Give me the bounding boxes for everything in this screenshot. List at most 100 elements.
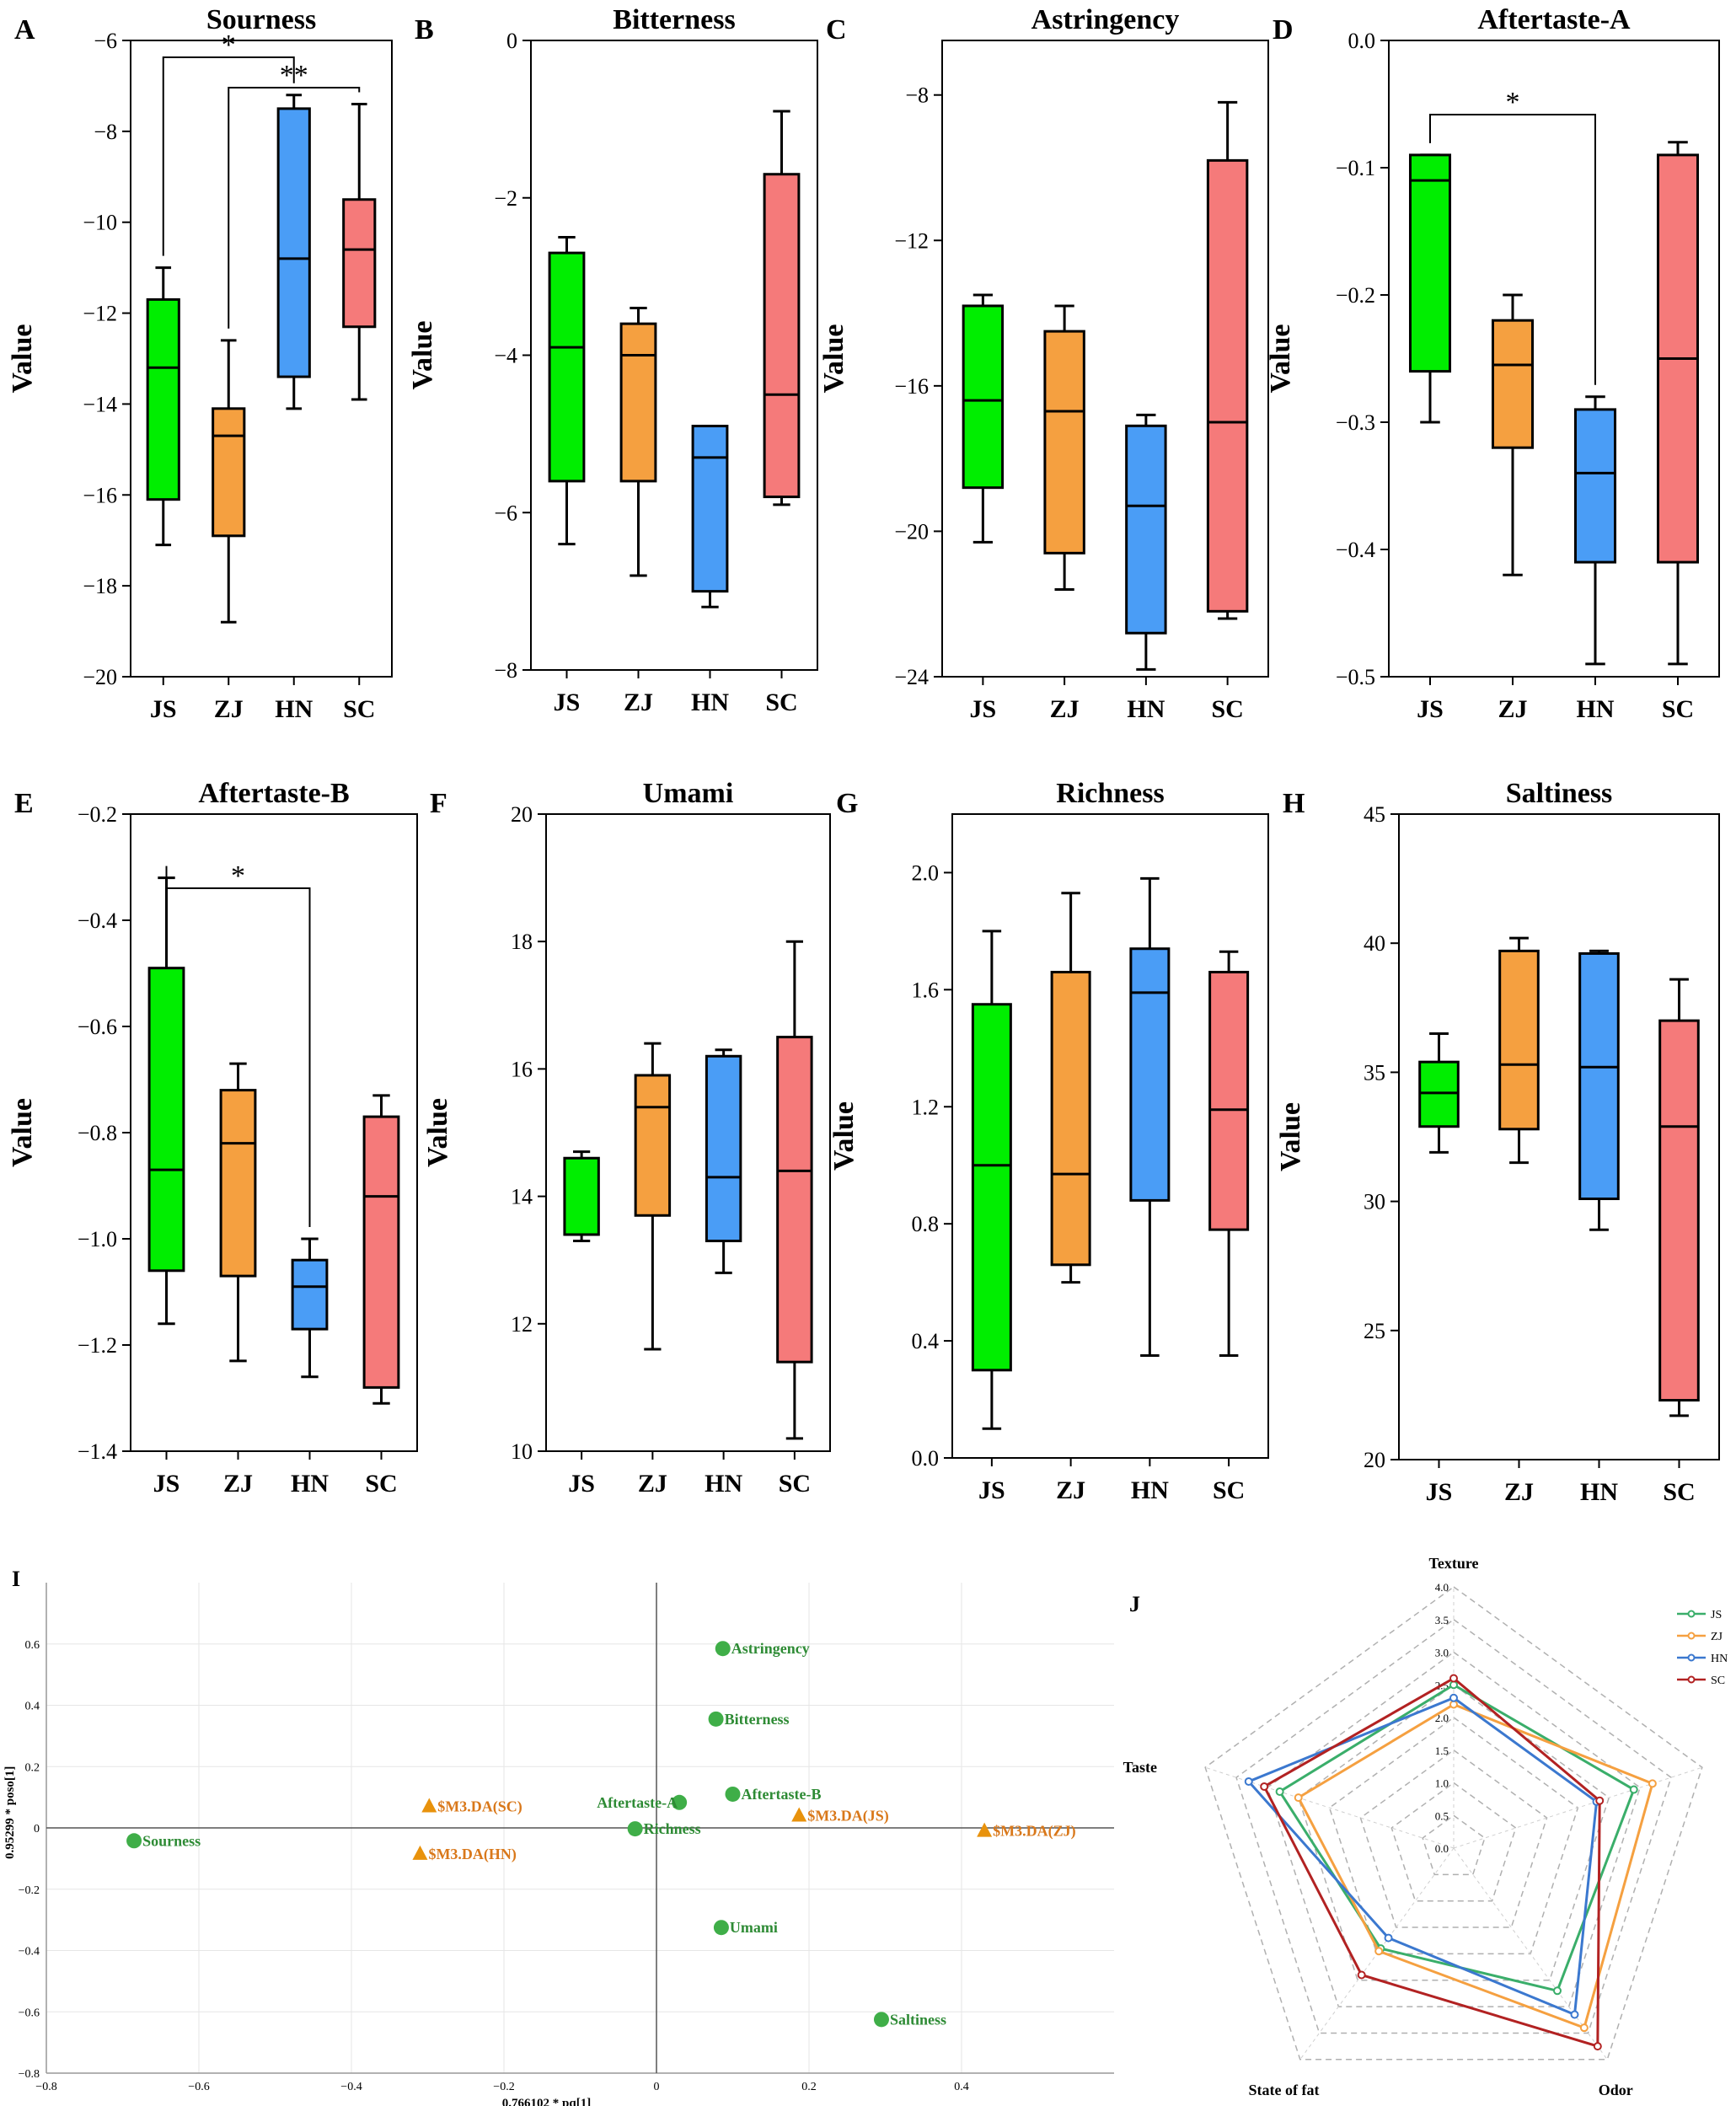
y-axis-label: Value <box>818 324 849 394</box>
scatter-point--m3-da-zj- <box>977 1822 993 1837</box>
box-iqr <box>763 173 801 499</box>
box-iqr <box>362 1115 400 1389</box>
box-HN <box>1129 876 1171 1357</box>
panel-letter: C <box>826 14 847 46</box>
significance-bracket: * <box>1429 87 1596 385</box>
radar-axis-label: State of fat <box>1249 2082 1320 2098</box>
box-iqr <box>147 967 185 1273</box>
box-iqr <box>691 425 729 593</box>
y-tick-label: 20 <box>511 802 533 827</box>
point-label: $M3.DA(ZJ) <box>993 1823 1075 1841</box>
panel-C-box-chart: C Astringency Value −8 −12 −16 −20 −24 JS ZJ HN SC <box>818 4 1269 723</box>
y-tick-label: −0.4 <box>78 908 117 933</box>
y-axis-label: Value <box>7 1098 38 1167</box>
x-tick-label: ZJ <box>638 1470 667 1498</box>
box-SC <box>763 110 801 506</box>
radar-point-hn <box>1384 1933 1393 1943</box>
panel-J-radar-chart: J0.00.51.01.52.02.53.03.54.0TextureColor… <box>1123 1555 1728 2098</box>
box-JS <box>147 876 185 1326</box>
radar-axis-label: Odor <box>1599 2082 1633 2098</box>
radar-point-zj <box>1294 1793 1303 1803</box>
point-label: $M3.DA(HN) <box>428 1846 516 1863</box>
point-label: Saltiness <box>890 2011 946 2028</box>
y-tick-label: −0.8 <box>78 1121 117 1145</box>
y-tick-label: −8 <box>494 658 517 683</box>
y-tick-label: −4 <box>494 344 517 368</box>
radar-point-sc <box>1593 2042 1602 2051</box>
y-tick-label: −0.1 <box>1336 156 1375 180</box>
panel-letter: G <box>836 788 858 819</box>
y-tick-label: 1.2 <box>912 1095 940 1119</box>
y-tick-label: −12 <box>894 228 929 253</box>
x-tick-label: ZJ <box>1056 1476 1085 1504</box>
chart-title: Aftertaste-A <box>1477 4 1631 35</box>
box-SC <box>342 103 377 401</box>
panel-G-box-chart: G Richness Value 0.0 0.4 0.8 1.2 1.6 2.0 JS ZJ HN SC <box>828 778 1269 1504</box>
y-axis-label: Value <box>422 1098 453 1167</box>
scatter-point-umami <box>713 1920 729 1936</box>
bracket-line <box>1429 114 1596 385</box>
x-tick-label: HN <box>275 695 313 723</box>
box-HN <box>1578 949 1620 1231</box>
legend-marker <box>1687 1675 1696 1684</box>
x-tick-label: 0.2 <box>801 2081 817 2093</box>
radar-tick-label: 1.0 <box>1435 1777 1449 1790</box>
box-iqr <box>971 1003 1012 1372</box>
x-tick-label: −0.2 <box>493 2081 514 2093</box>
box-iqr <box>1125 424 1167 635</box>
radar-legend: JS ZJ HN SC <box>1677 1609 1728 1687</box>
x-tick-label: JS <box>554 689 581 716</box>
y-tick-label: 0.6 <box>25 1639 40 1652</box>
y-tick-label: −24 <box>894 665 929 689</box>
plot-frame <box>951 813 1269 1459</box>
y-tick-label: −8 <box>94 120 117 144</box>
radar-grid-ring <box>1204 1586 1703 2060</box>
y-axis-label: 0.95299 * poso[1] <box>3 1766 17 1859</box>
radar-point-hn <box>1244 1776 1253 1786</box>
x-tick-label: SC <box>1213 1476 1245 1504</box>
box-ZJ <box>1498 936 1540 1165</box>
y-tick-label: 2.0 <box>912 860 940 885</box>
radar-point-js <box>1629 1785 1638 1794</box>
y-tick-label: −6 <box>94 29 117 53</box>
plot-frame <box>1398 813 1720 1460</box>
x-tick-label: ZJ <box>624 689 653 716</box>
radar-point-sc <box>1260 1782 1269 1791</box>
radar-tick-label: 0.0 <box>1435 1842 1449 1855</box>
scatter-point-sourness <box>126 1833 142 1849</box>
radar-spoke <box>1453 1847 1608 2060</box>
point-label: Richness <box>644 1820 701 1837</box>
radar-series-sc <box>1262 1676 1601 2049</box>
radar-axis-label: Taste <box>1123 1759 1157 1776</box>
panel-I-scatter-plot: I −0.8 −0.6 −0.4 −0.2 0 0.2 0.4 0.6 0.4 0.2 0 −0.2 −0… <box>3 1567 1114 2106</box>
box-iqr <box>1208 971 1250 1231</box>
radar-grid-ring <box>1422 1814 1486 1876</box>
radar-point-zj <box>1579 2023 1589 2033</box>
x-tick-label: JS <box>970 695 997 723</box>
x-tick-label: HN <box>1577 695 1615 723</box>
radar-series-zj <box>1296 1702 1654 2030</box>
box-iqr <box>219 1089 257 1278</box>
scatter-point-aftertaste-b <box>725 1786 741 1802</box>
chart-title: Saltiness <box>1506 778 1613 809</box>
x-tick-label: HN <box>291 1470 329 1498</box>
box-iqr <box>634 1074 672 1217</box>
x-tick-label: JS <box>1426 1478 1453 1506</box>
box-SC <box>1656 141 1700 666</box>
legend-label: SC <box>1711 1675 1725 1687</box>
point-label: Aftertaste-B <box>742 1786 822 1803</box>
x-tick-label: HN <box>1127 695 1165 723</box>
plot-frame <box>1388 40 1720 678</box>
x-tick-label: −0.8 <box>35 2081 56 2093</box>
legend-marker <box>1687 1653 1696 1662</box>
radar-tick-label: 3.0 <box>1435 1647 1449 1659</box>
panel-D-box-chart: D Aftertaste-A Value 0.0 −0.1 −0.2 −0.3 −0.4 −0.… <box>1265 4 1720 723</box>
scatter-point-richness <box>627 1821 643 1837</box>
box-HN <box>705 1048 742 1274</box>
x-tick-label: 0 <box>654 2081 660 2093</box>
y-tick-label: −2 <box>494 186 517 211</box>
box-iqr <box>1498 949 1540 1131</box>
scatter-point-astringency <box>715 1641 731 1657</box>
y-tick-label: 45 <box>1364 802 1385 827</box>
